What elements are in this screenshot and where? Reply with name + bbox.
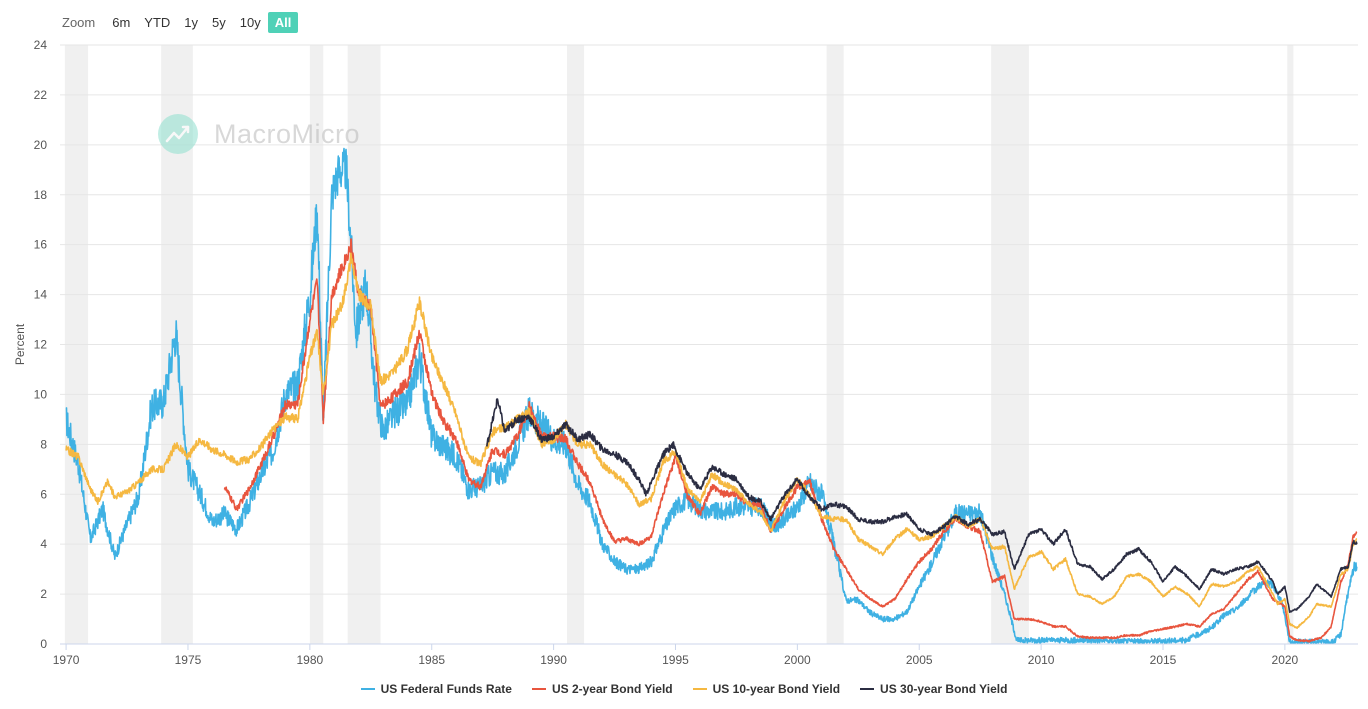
zoom-5y-button[interactable]: 5y (212, 14, 226, 30)
x-tick-label-9: 2015 (1150, 653, 1177, 667)
legend-label-30y: US 30-year Bond Yield (880, 682, 1008, 696)
zoom-label: Zoom (62, 14, 96, 30)
legend-label-10y: US 10-year Bond Yield (712, 682, 841, 696)
y-tick-label-4: 8 (40, 437, 47, 451)
y-tick-label-3: 6 (40, 487, 47, 501)
macromicro-logo-icon (158, 114, 198, 154)
series-line-y2 (223, 238, 1358, 643)
x-tick-label-6: 2000 (784, 653, 811, 667)
y-tick-label-10: 20 (34, 138, 48, 152)
legend-swatch-ffr (360, 688, 375, 690)
zoom-1y-button[interactable]: 1y (184, 14, 199, 30)
y-tick-label-11: 22 (34, 88, 48, 102)
zoom-all-button[interactable]: All (267, 11, 299, 33)
legend-item-ffr[interactable]: US Federal Funds Rate (360, 682, 512, 696)
y-tick-label-9: 18 (34, 188, 48, 202)
y-tick-label-5: 10 (34, 387, 48, 401)
legend-label-2y: US 2-year Bond Yield (551, 682, 673, 696)
y-tick-label-2: 4 (40, 537, 47, 551)
x-tick-label-2: 1980 (296, 653, 323, 667)
y-tick-label-1: 2 (40, 587, 47, 601)
y-tick-label-12: 24 (34, 38, 48, 52)
y-tick-label-8: 16 (34, 238, 48, 252)
x-tick-label-4: 1990 (540, 653, 567, 667)
watermark-text: MacroMicro (214, 118, 361, 149)
x-tick-label-0: 1970 (53, 653, 80, 667)
series-line-y30 (485, 398, 1358, 613)
zoom-10y-button[interactable]: 10y (239, 14, 261, 30)
zoom-6m-button[interactable]: 6m (112, 14, 131, 30)
legend-item-10y[interactable]: US 10-year Bond Yield (692, 682, 841, 696)
x-tick-label-5: 1995 (662, 653, 689, 667)
zoom-ytd-button[interactable]: YTD (144, 14, 171, 30)
x-tick-label-1: 1975 (175, 653, 202, 667)
chart-legend: US Federal Funds Rate US 2-year Bond Yie… (0, 682, 1368, 696)
x-tick-label-10: 2020 (1272, 653, 1299, 667)
legend-item-30y[interactable]: US 30-year Bond Yield (860, 682, 1007, 696)
watermark: MacroMicro (158, 114, 360, 154)
y-axis-label: Percent (13, 323, 27, 365)
series-line-ffr (65, 147, 1358, 644)
y-tick-label-7: 14 (34, 288, 48, 302)
legend-item-2y[interactable]: US 2-year Bond Yield (531, 682, 673, 696)
legend-label-ffr: US Federal Funds Rate (380, 682, 512, 696)
zoom-selector: Zoom 6m YTD 1y 5y 10y All (62, 11, 299, 33)
x-tick-label-7: 2005 (906, 653, 933, 667)
series-line-y10 (65, 252, 1358, 630)
x-tick-label-3: 1985 (418, 653, 445, 667)
legend-swatch-10y (692, 688, 707, 690)
legend-swatch-2y (531, 688, 546, 690)
x-tick-label-8: 2010 (1028, 653, 1055, 667)
y-tick-label-6: 12 (34, 338, 48, 352)
y-tick-label-0: 0 (40, 637, 47, 651)
legend-swatch-30y (860, 688, 875, 690)
